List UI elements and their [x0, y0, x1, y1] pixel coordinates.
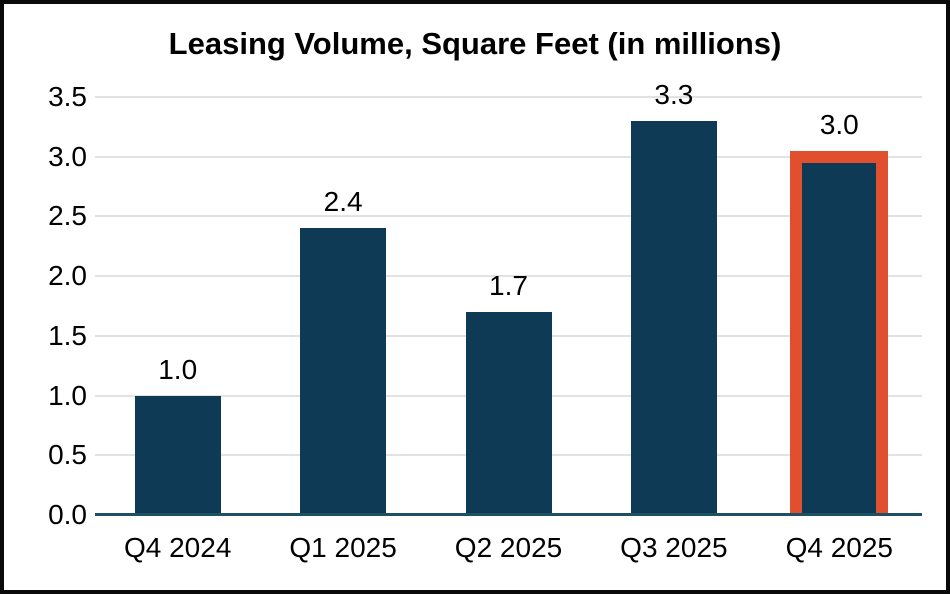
bar [465, 311, 552, 515]
x-axis-tick-label: Q4 2025 [785, 532, 894, 563]
y-axis-tick-label: 0.0 [48, 499, 87, 530]
x-axis-tick-label: Q2 2025 [454, 532, 563, 563]
bar-value-label: 3.3 [654, 78, 694, 110]
bar-value-label: 1.7 [489, 269, 528, 301]
y-axis-tick-label: 0.5 [48, 439, 87, 471]
y-axis-tick-label: 2.5 [48, 200, 87, 232]
chart-title: Leasing Volume, Square Feet (in millions… [168, 26, 782, 61]
bar [134, 395, 221, 515]
gridline [95, 215, 922, 218]
x-axis-tick-label: Q3 2025 [620, 532, 728, 563]
x-axis-tick-label: Q4 2024 [123, 532, 232, 563]
bar-value-label: 3.0 [819, 108, 859, 140]
y-axis-tick-label: 3.0 [48, 140, 87, 172]
plot-area: 0.0 0.5 1.0 1.5 2.0 2.5 3.0 3.5 1.0 Q4 2024 2.4 Q1 … [48, 80, 922, 563]
y-axis-tick-label: 3.5 [48, 81, 87, 112]
x-axis-baseline [95, 513, 922, 516]
bar-value-label: 1.0 [158, 353, 198, 385]
gridline [95, 275, 922, 278]
y-axis-tick-label: 1.0 [48, 379, 87, 411]
bar [802, 162, 877, 515]
y-axis-tick-label: 1.5 [48, 319, 87, 351]
bar [630, 120, 717, 515]
bar-value-label: 2.4 [323, 186, 363, 218]
bar-highlight-outline [790, 150, 889, 515]
gridline [95, 155, 922, 158]
x-axis-tick-label: Q1 2025 [289, 532, 397, 563]
gridline [95, 96, 922, 98]
y-axis-tick-label: 2.0 [48, 260, 87, 292]
bar [300, 228, 387, 515]
